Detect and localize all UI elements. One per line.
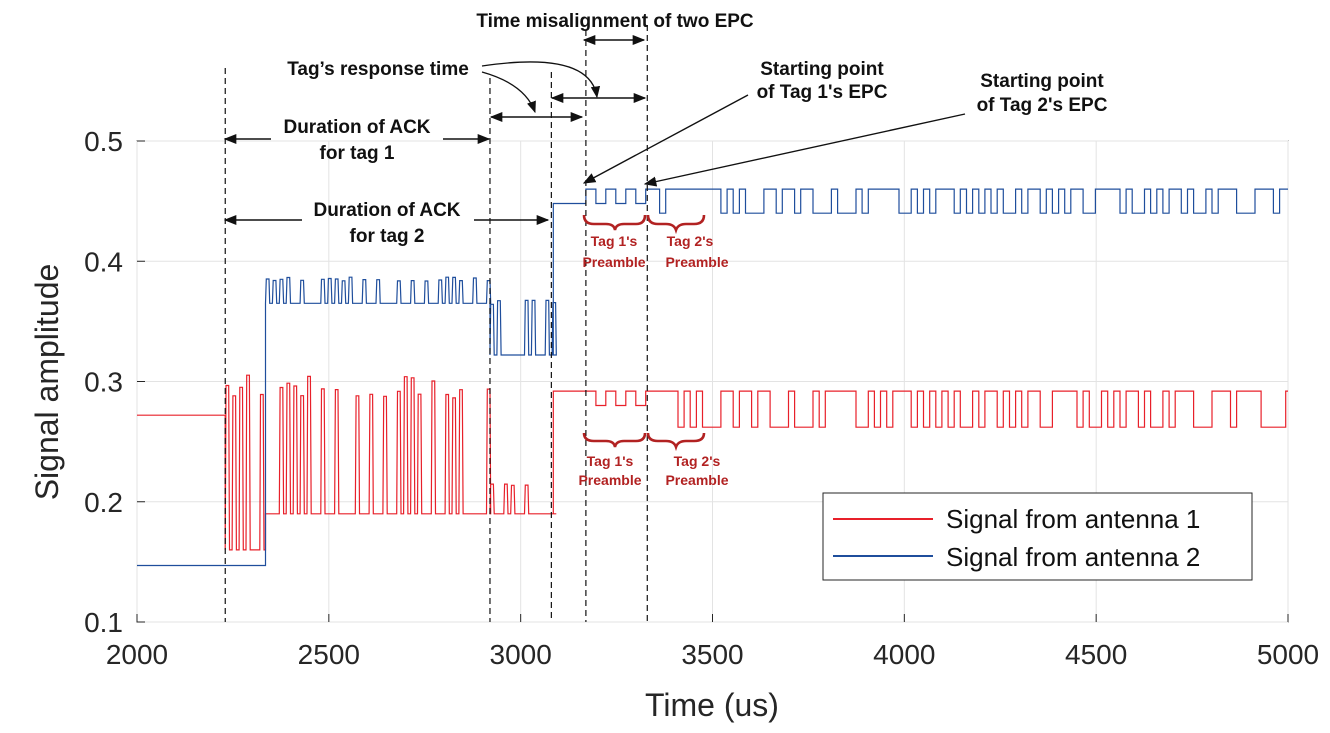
annotation-start1-line1: Starting point [760, 59, 884, 80]
annotation-misalignment: Time misalignment of two EPC [476, 11, 754, 32]
series-line-antenna-2 [137, 188, 1288, 567]
brace-tag1-bottom [582, 432, 647, 448]
annotation-ack2-line1: Duration of ACK [313, 200, 460, 221]
legend-label-antenna-2: Signal from antenna 2 [946, 542, 1200, 572]
y-axis-ticks: 0.1 0.2 0.3 0.4 0.5 [84, 126, 145, 638]
annotation-ack1-line1: Duration of ACK [283, 117, 430, 138]
y-tick-label: 0.2 [84, 487, 123, 518]
annotation-start2-line1: Starting point [980, 71, 1104, 92]
annotation-start1-line2: of Tag 1's EPC [757, 82, 888, 103]
annotation-response-time: Tag’s response time [287, 59, 469, 80]
annotations: Time misalignment of two EPC Tag’s respo… [223, 11, 1108, 488]
annotation-ack2-line2: for tag 2 [350, 226, 425, 247]
x-tick-label: 3500 [681, 639, 743, 670]
x-tick-label: 3000 [490, 639, 552, 670]
legend: Signal from antenna 1 Signal from antenn… [822, 492, 1253, 581]
start1-arrow [582, 94, 749, 184]
tag1-preamble-bottom-line1: Tag 1's [587, 453, 634, 469]
series-group [137, 188, 1288, 567]
series-line-antenna-1 [137, 374, 1288, 551]
tag1-preamble-bottom-line2: Preamble [578, 472, 641, 488]
x-tick-label: 2500 [298, 639, 360, 670]
y-tick-label: 0.3 [84, 367, 123, 398]
response-curve-2 [481, 61, 601, 99]
brace-tag2-bottom [646, 432, 706, 452]
marker-lines [224, 25, 648, 622]
x-tick-label: 2000 [106, 639, 168, 670]
y-tick-label: 0.5 [84, 126, 123, 157]
brace-tag2-top [646, 214, 706, 235]
x-axis-label: Time (us) [645, 687, 779, 723]
x-tick-label: 4000 [873, 639, 935, 670]
legend-box [822, 492, 1253, 581]
x-axis-ticks: 2000 2500 3000 3500 4000 4500 5000 [106, 614, 1319, 670]
tag2-preamble-bottom-line1: Tag 2's [674, 453, 721, 469]
tag2-preamble-top-line2: Preamble [665, 254, 728, 270]
brace-tag1-top [582, 214, 647, 231]
x-tick-label: 5000 [1257, 639, 1319, 670]
annotation-ack1-line2: for tag 1 [320, 143, 395, 164]
legend-label-antenna-1: Signal from antenna 1 [946, 504, 1200, 534]
y-axis-label: Signal amplitude [29, 264, 65, 501]
tag1-preamble-top-line2: Preamble [582, 254, 645, 270]
x-tick-label: 4500 [1065, 639, 1127, 670]
y-tick-label: 0.4 [84, 246, 123, 277]
y-tick-label: 0.1 [84, 607, 123, 638]
annotation-start2-line2: of Tag 2's EPC [977, 95, 1108, 116]
tag2-preamble-bottom-line2: Preamble [665, 472, 728, 488]
tag2-preamble-top-line1: Tag 2's [667, 233, 714, 249]
tag1-preamble-top-line1: Tag 1's [591, 233, 638, 249]
response-curve-1 [481, 71, 536, 114]
start2-arrow [643, 113, 966, 187]
